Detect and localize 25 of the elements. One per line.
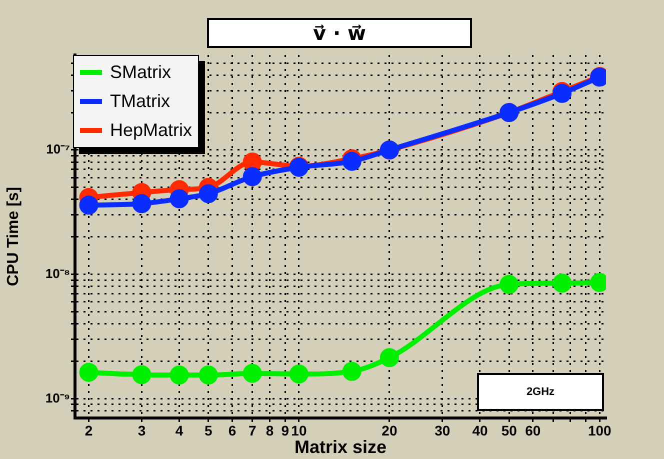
y-axis-title: CPU Time [s] — [5, 186, 22, 286]
legend-label: SMatrix — [110, 62, 172, 83]
x-axis-title: Matrix size — [294, 437, 387, 458]
x-tick-label: 8 — [266, 422, 274, 438]
legend-label: HepMatrix — [110, 120, 192, 141]
x-tick-label: 10 — [291, 422, 307, 438]
label-box: 2GHz — [477, 373, 604, 411]
x-tick-label: 60 — [525, 422, 541, 438]
y-tick-label: 10⁻⁸ — [45, 266, 70, 281]
x-tick-label: 30 — [434, 422, 450, 438]
x-tick-label: 9 — [281, 422, 290, 438]
x-tick-label: 3 — [138, 422, 146, 438]
x-tick-label: 20 — [382, 422, 398, 438]
x-tick-label: 40 — [472, 422, 488, 438]
y-tick-label: 10⁻⁹ — [45, 390, 70, 406]
x-tick-label: 5 — [204, 422, 213, 438]
chart-title: v⃗ · w⃗ — [207, 18, 472, 48]
x-tick-label: 100 — [588, 422, 612, 438]
x-tick-label: 2 — [84, 422, 93, 438]
y-tick-label: 10⁻⁷ — [46, 142, 70, 157]
x-tick-label: 6 — [228, 422, 236, 438]
legend-label: TMatrix — [110, 91, 170, 112]
x-tick-label: 4 — [175, 422, 184, 438]
x-tick-label: 7 — [248, 422, 256, 438]
x-tick-label: 50 — [501, 422, 518, 438]
